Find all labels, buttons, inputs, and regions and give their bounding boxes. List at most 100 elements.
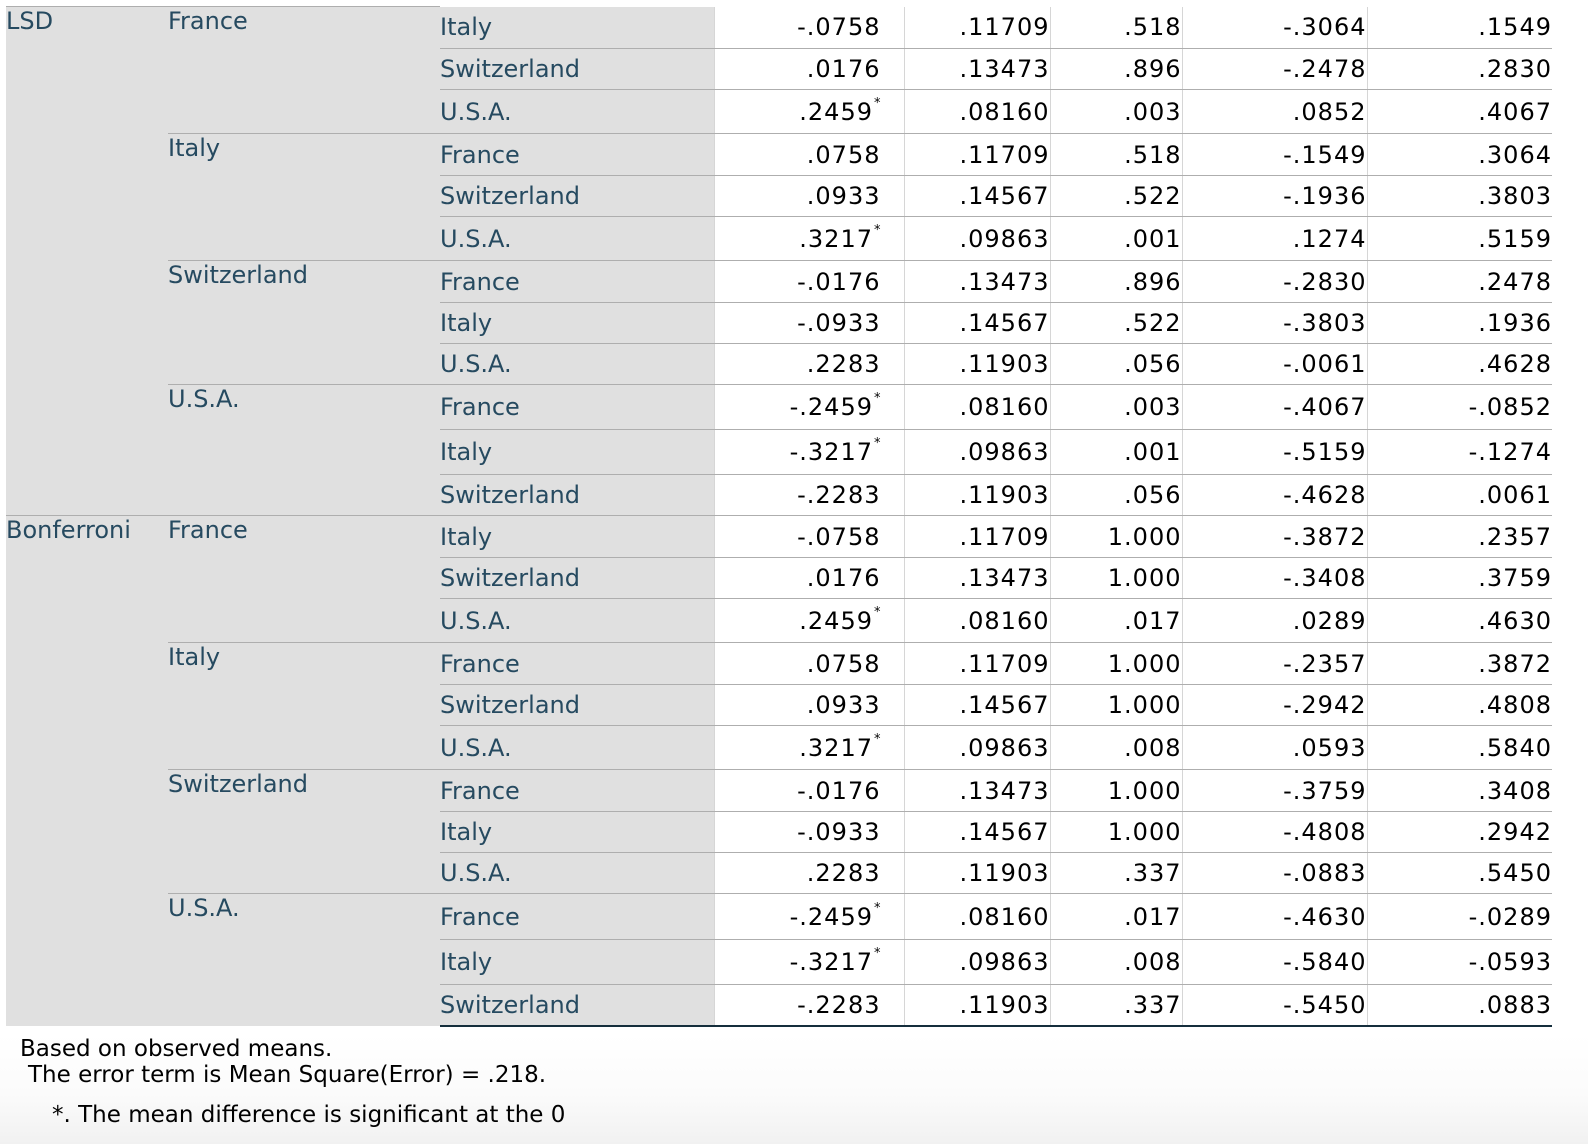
footnote-based-on: Based on observed means. [20,1036,333,1062]
significance-cell: 1.000 [1049,515,1182,558]
std-error-cell: .08160 [903,598,1050,643]
mean-difference-cell: .2459* [713,598,904,643]
group-j-label: U.S.A. [440,216,714,261]
lower-bound-cell: -.5159 [1181,429,1367,475]
mean-difference-value: -.0758 [797,522,881,551]
mean-difference-value: .3217 [799,224,873,253]
mean-difference-cell: .0758 [713,642,904,685]
mean-difference-cell: -.2459* [713,384,904,430]
std-error-cell: .11903 [903,474,1050,516]
table-row: U.S.A. .3217* .09863.001.1274.5159 [6,216,1552,261]
table-row: LSD France Italy -.0758.11709.518 -.3064.154… [6,6,1552,516]
group-j-label: Italy [440,6,714,49]
group-i-label: Switzerland [168,769,440,894]
mean-difference-cell: .2283 [713,852,904,894]
lower-bound-cell: -.5450 [1181,984,1367,1027]
mean-difference-cell: -.0933 [713,811,904,853]
std-error-cell: .11709 [903,642,1050,685]
mean-difference-value: -.0176 [797,267,881,296]
significance-cell: .522 [1049,302,1182,344]
lower-bound-cell: -.2357 [1181,642,1367,685]
significance-marker: * [874,900,882,916]
group-j-label: Switzerland [440,557,714,599]
upper-bound-cell: .5159 [1366,216,1552,261]
mean-difference-cell: -.3217* [713,429,904,475]
lower-bound-cell: -.3872 [1181,515,1367,558]
upper-bound-cell: .2478 [1366,260,1552,303]
group-i-label: U.S.A. [168,893,440,1026]
group-j-label: Italy [440,515,714,558]
table-row: U.S.A. .2283 .11903.337 -.0883.5450 [6,852,1552,894]
lower-bound-cell: -.4630 [1181,893,1367,940]
lower-bound-cell: -.2942 [1181,684,1367,726]
group-j-label: U.S.A. [440,598,714,643]
upper-bound-cell: -.1274 [1366,429,1552,475]
upper-bound-cell: -.0289 [1366,893,1552,940]
table-footnotes: Based on observed means. The error term … [20,1036,565,1128]
mean-difference-value: -.3217 [789,438,873,466]
upper-bound-cell: .5450 [1366,852,1552,894]
mean-difference-value: -.2283 [797,990,881,1019]
table-row: Switzerland -.2283 .11903.337 -.5450.0883 [6,984,1552,1027]
mean-difference-value: -.3217 [789,948,873,976]
mean-difference-value: -.0933 [797,818,881,846]
significance-marker: * [874,604,882,620]
group-j-label: Italy [440,811,714,853]
table-row: Switzerland .0933 .14567 1.000 -.2942.4808 [6,684,1552,726]
mean-difference-cell: .0176 [713,48,904,90]
mean-difference-cell: .0758 [713,133,904,176]
upper-bound-cell: .1549 [1366,6,1552,49]
mean-difference-cell: .2283 [713,343,904,385]
upper-bound-cell: .4630 [1366,598,1552,643]
std-error-cell: .11903 [903,852,1050,894]
lower-bound-cell: .1274 [1181,216,1367,261]
upper-bound-cell: .1936 [1366,302,1552,344]
mean-difference-cell: .0933 [713,684,904,726]
group-j-label: Switzerland [440,474,714,516]
upper-bound-cell: .2830 [1366,48,1552,90]
lower-bound-cell: -.2478 [1181,48,1367,90]
upper-bound-cell: .0061 [1366,474,1552,516]
table-row: U.S.A. France -.2459* .08160.017 -.4630 -.028… [6,893,1552,1026]
lower-bound-cell: -.0883 [1181,852,1367,894]
significance-cell: .017 [1049,598,1182,643]
mean-difference-cell: -.0176 [713,769,904,812]
group-j-label: U.S.A. [440,725,714,770]
table-row: Italy -.3217* .09863.001 -.5159 -.1274 [6,429,1552,475]
std-error-cell: .13473 [903,48,1050,90]
std-error-cell: .14567 [903,684,1050,726]
upper-bound-cell: .2357 [1366,515,1552,558]
upper-bound-cell: -.0593 [1366,939,1552,985]
lower-bound-cell: -.2830 [1181,260,1367,303]
table-row: Italy -.0933 .14567.522 -.3803.1936 [6,302,1552,344]
significance-cell: .896 [1049,48,1182,90]
significance-cell: .518 [1049,6,1182,49]
significance-cell: .008 [1049,939,1182,985]
std-error-cell: .09863 [903,429,1050,475]
lower-bound-cell: -.1549 [1181,133,1367,176]
mean-difference-value: -.2283 [797,481,881,509]
mean-difference-value: -.2459 [789,902,873,931]
group-i-label: France [168,515,440,643]
mean-difference-cell: -.0758 [713,6,904,49]
lower-bound-cell: -.1936 [1181,175,1367,217]
upper-bound-cell: .4808 [1366,684,1552,726]
mean-difference-value: .0176 [806,564,881,592]
significance-cell: .337 [1049,852,1182,894]
table-row: Bonferroni France Italy -.0758.11709 1.000 -.… [6,515,1552,1026]
std-error-cell: .09863 [903,725,1050,770]
significance-cell: 1.000 [1049,811,1182,853]
table-row: Italy France .0758 .11709.518 -.1549.3064 [6,133,1552,261]
significance-cell: .056 [1049,343,1182,385]
group-j-label: France [440,260,714,303]
lower-bound-cell: -.4628 [1181,474,1367,516]
std-error-cell: .09863 [903,216,1050,261]
std-error-cell: .14567 [903,811,1050,853]
group-i-label: Italy [168,133,440,261]
significance-cell: .056 [1049,474,1182,516]
lower-bound-cell: .0852 [1181,89,1367,134]
lower-bound-cell: -.3408 [1181,557,1367,599]
std-error-cell: .13473 [903,260,1050,303]
mean-difference-value: .0176 [806,55,881,83]
group-j-label: U.S.A. [440,343,714,385]
